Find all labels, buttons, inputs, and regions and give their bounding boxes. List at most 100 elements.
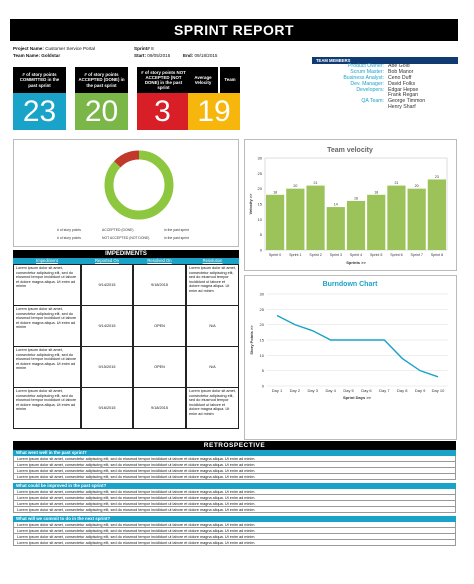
impediments-cell-resolution: Lorem ipsum dolor sit amet, consectetur … bbox=[186, 264, 239, 306]
burndown-x-tick: Day 7 bbox=[379, 388, 390, 393]
burndown-chart-title: Burndown Chart bbox=[323, 281, 378, 288]
team-member-row: Scrum Master: Bob Manor bbox=[312, 68, 458, 76]
velocity-chart-title: Team velocity bbox=[327, 147, 373, 154]
impediments-cell-resolved: 9/18/2015 bbox=[133, 264, 186, 306]
team-member-row: Henry Sharf bbox=[312, 104, 458, 111]
retrospective-line: Lorem ipsum dolor sit amet, consectetur … bbox=[13, 528, 456, 534]
donut-legend-text: in the past sprint bbox=[164, 236, 189, 240]
sprint-start-row: Start: 09/05/2015 bbox=[134, 53, 170, 59]
velocity-y-tick: 30 bbox=[258, 156, 263, 161]
team-member-row: Dev. Manager: David Folks bbox=[312, 80, 458, 88]
velocity-y-tick: 5 bbox=[260, 232, 263, 237]
donut-legend-text: # of story points bbox=[57, 236, 81, 240]
velocity-data-label: 20 bbox=[293, 184, 297, 188]
impediments-cell-resolved: OPEN bbox=[133, 346, 186, 388]
burndown-y-label: Story Points >> bbox=[249, 325, 254, 355]
team-members-title: TEAM MEMBERS bbox=[312, 57, 458, 64]
impediments-cell-resolved: 9/18/2015 bbox=[133, 387, 186, 429]
velocity-data-label: 20 bbox=[415, 184, 419, 188]
velocity-x-tick: Sprint 1 bbox=[289, 253, 301, 257]
project-name-label: Project Name: bbox=[13, 46, 44, 51]
burndown-y-tick: 30 bbox=[260, 292, 265, 297]
kpi-committed-label: # of story points COMMITTED in the past … bbox=[13, 67, 66, 93]
kpi-accepted-label: # of story points ACCEPTED (DONE) in the… bbox=[75, 67, 128, 93]
velocity-data-label: 18 bbox=[374, 190, 378, 194]
burndown-x-tick: Day 6 bbox=[361, 388, 372, 393]
retrospective-title: RETROSPECTIVE bbox=[13, 441, 456, 450]
velocity-y-tick: 25 bbox=[258, 171, 263, 176]
team-member-role: QA Team: bbox=[361, 98, 384, 105]
velocity-bar bbox=[306, 185, 325, 250]
donut-legend-text: ACCEPTED (DONE) bbox=[102, 228, 133, 232]
velocity-bar bbox=[367, 194, 386, 250]
team-velocity-chart: Team velocity 0 5 10 15 20 25 30 18 Sprint 0 20 Spr… bbox=[248, 147, 448, 265]
velocity-data-label: 16 bbox=[354, 196, 358, 200]
impediments-cell-resolved: OPEN bbox=[133, 305, 186, 347]
velocity-bar bbox=[266, 194, 285, 250]
impediments-cell-impediment: Lorem ipsum dolor sit amet, consectetur … bbox=[13, 387, 81, 429]
kpi-not-accepted-value: 3 bbox=[137, 93, 188, 130]
velocity-x-tick: Sprint 0 bbox=[269, 253, 281, 257]
project-name-value: Customer Service Portal bbox=[45, 46, 95, 51]
accepted-donut-panel: # of story points ACCEPTED (DONE) in the p… bbox=[13, 139, 239, 247]
retrospective-line: Lorem ipsum dolor sit amet, consectetur … bbox=[13, 534, 456, 540]
team-member-name: David Folks bbox=[388, 80, 416, 87]
team-member-name: Bob Manor bbox=[388, 68, 414, 75]
burndown-x-tick: Day 4 bbox=[325, 388, 336, 393]
velocity-x-tick: Sprint 7 bbox=[410, 253, 422, 257]
retrospective-line: Lorem ipsum dolor sit amet, consectetur … bbox=[13, 507, 456, 513]
impediments-title: IMPEDIMENTS bbox=[13, 250, 239, 258]
team-member-role: Developers: bbox=[356, 86, 384, 93]
team-member-name: George Timmon bbox=[388, 98, 426, 105]
burndown-panel: Burndown Chart 0 5 10 15 20 25 30 Day 1 Day 2 Day … bbox=[244, 275, 457, 440]
kpi-not-accepted-label: # of story points NOT ACCEPTED (NOT DONE… bbox=[137, 67, 190, 93]
team-member-name: Edgar Hepse bbox=[388, 86, 419, 93]
burndown-y-tick: 10 bbox=[260, 353, 265, 358]
burndown-y-tick: 15 bbox=[260, 338, 265, 343]
burndown-x-tick: Day 9 bbox=[415, 388, 426, 393]
impediments-cell-impediment: Lorem ipsum dolor sit amet, consectetur … bbox=[13, 346, 81, 388]
burndown-series-line bbox=[276, 314, 439, 378]
impediments-cell-reported: 9/16/2015 bbox=[81, 387, 133, 429]
team-member-role: Scrum Master: bbox=[350, 68, 384, 75]
kpi-committed-value: 23 bbox=[13, 93, 66, 130]
velocity-bar bbox=[427, 179, 446, 250]
velocity-data-label: 18 bbox=[273, 190, 277, 194]
team-name-value: Goldstar bbox=[41, 53, 61, 58]
team-members-panel: TEAM MEMBERS Product Owner: Abe Gold Scrum… bbox=[312, 57, 458, 133]
retrospective-line: Lorem ipsum dolor sit amet, consectetur … bbox=[13, 474, 456, 480]
sprint-end-value: 09/18/2015 bbox=[194, 53, 218, 58]
velocity-y-tick: 15 bbox=[258, 202, 263, 207]
kpi-team-label: Team bbox=[220, 67, 240, 93]
team-name-row: Team Name: Goldstar bbox=[13, 53, 60, 59]
velocity-x-tick: Sprint 3 bbox=[330, 253, 342, 257]
velocity-y-label: Velocity >> bbox=[248, 193, 253, 215]
burndown-y-tick: 20 bbox=[260, 322, 265, 327]
retrospective-question: What went well in the past sprint? bbox=[13, 450, 456, 456]
team-velocity-panel: Team velocity 0 5 10 15 20 25 30 18 Sprint 0 20 Spr… bbox=[244, 139, 457, 271]
impediments-cell-resolution: N/A bbox=[186, 346, 239, 388]
team-member-role: Product Owner: bbox=[347, 63, 384, 69]
velocity-data-label: 14 bbox=[334, 203, 338, 207]
velocity-y-tick: 0 bbox=[260, 248, 263, 253]
retrospective-line: Lorem ipsum dolor sit amet, consectetur … bbox=[13, 489, 456, 495]
velocity-x-tick: Sprint 4 bbox=[350, 253, 362, 257]
velocity-data-label: 21 bbox=[314, 181, 318, 185]
retrospective-question: What will we commit to do in the next sp… bbox=[13, 516, 456, 522]
retrospective-line: Lorem ipsum dolor sit amet, consectetur … bbox=[13, 462, 456, 468]
retrospective-line: Lorem ipsum dolor sit amet, consectetur … bbox=[13, 456, 456, 462]
impediments-cell-resolution: N/A bbox=[186, 305, 239, 347]
sprint-number-value: 8 bbox=[151, 46, 154, 51]
kpi-velocity-value: 19 bbox=[188, 93, 240, 130]
project-name-row: Project Name: Customer Service Portal bbox=[13, 46, 95, 52]
velocity-bar bbox=[387, 185, 406, 250]
impediments-header-resolved: Resolved On bbox=[133, 258, 186, 264]
team-member-role: Business Analyst: bbox=[343, 74, 384, 81]
retrospective-question: What could be improved in the past sprin… bbox=[13, 483, 456, 489]
impediments-header-resolution: Resolution bbox=[186, 258, 239, 264]
team-member-role: Dev. Manager: bbox=[350, 80, 384, 87]
team-member-row: QA Team: George Timmon bbox=[312, 98, 458, 105]
sprint-end-row: End: 09/18/2015 bbox=[183, 53, 218, 59]
team-member-row: Product Owner: Abe Gold bbox=[312, 63, 458, 70]
burndown-y-tick: 25 bbox=[260, 307, 265, 312]
